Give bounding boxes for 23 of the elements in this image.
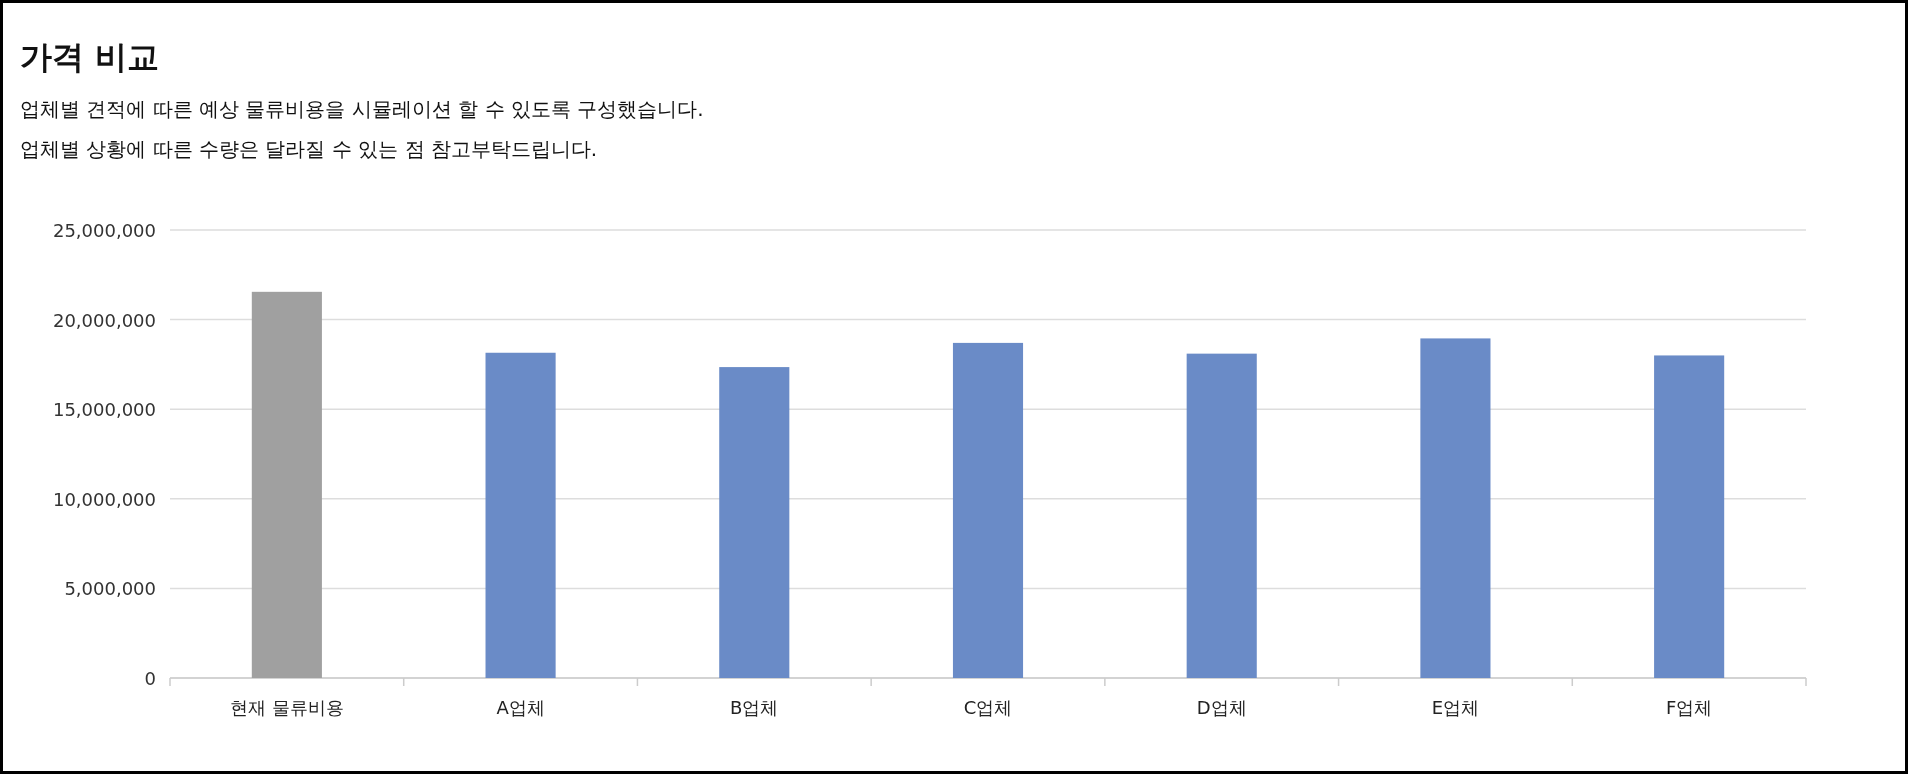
chart-subtitle: 업체별 견적에 따른 예상 물류비용을 시뮬레이션 할 수 있도록 구성했습니다. [20,97,704,121]
text: 업체별 상황에 따른 수량은 달라질 수 있는 점 참고부탁드립니다. [20,137,598,161]
x-tick-label: 현재 물류비용 [229,697,344,718]
y-tick-label: 5,000,000 [64,578,156,600]
x-tick-label: E업체 [1431,697,1480,718]
y-tick-label: 0 [144,668,156,689]
x-tick-label: A업체 [496,697,545,718]
bar [1420,338,1491,678]
bar [251,291,322,678]
bar [719,367,790,678]
y-tick-label: 10,000,000 [52,488,156,510]
y-tick-label: 20,000,000 [52,309,156,331]
x-tick-label: B업체 [730,697,779,718]
chart-title: 가격 비교 [20,38,160,76]
y-tick-label: 25,000,000 [52,220,156,241]
bar [485,352,556,678]
x-tick-label: F업체 [1665,697,1713,718]
bar [1654,355,1725,678]
bar [1186,353,1257,678]
y-tick-label: 15,000,000 [52,399,156,421]
bar [952,342,1024,678]
x-tick-label: C업체 [963,697,1013,718]
x-tick-label: D업체 [1196,697,1247,718]
